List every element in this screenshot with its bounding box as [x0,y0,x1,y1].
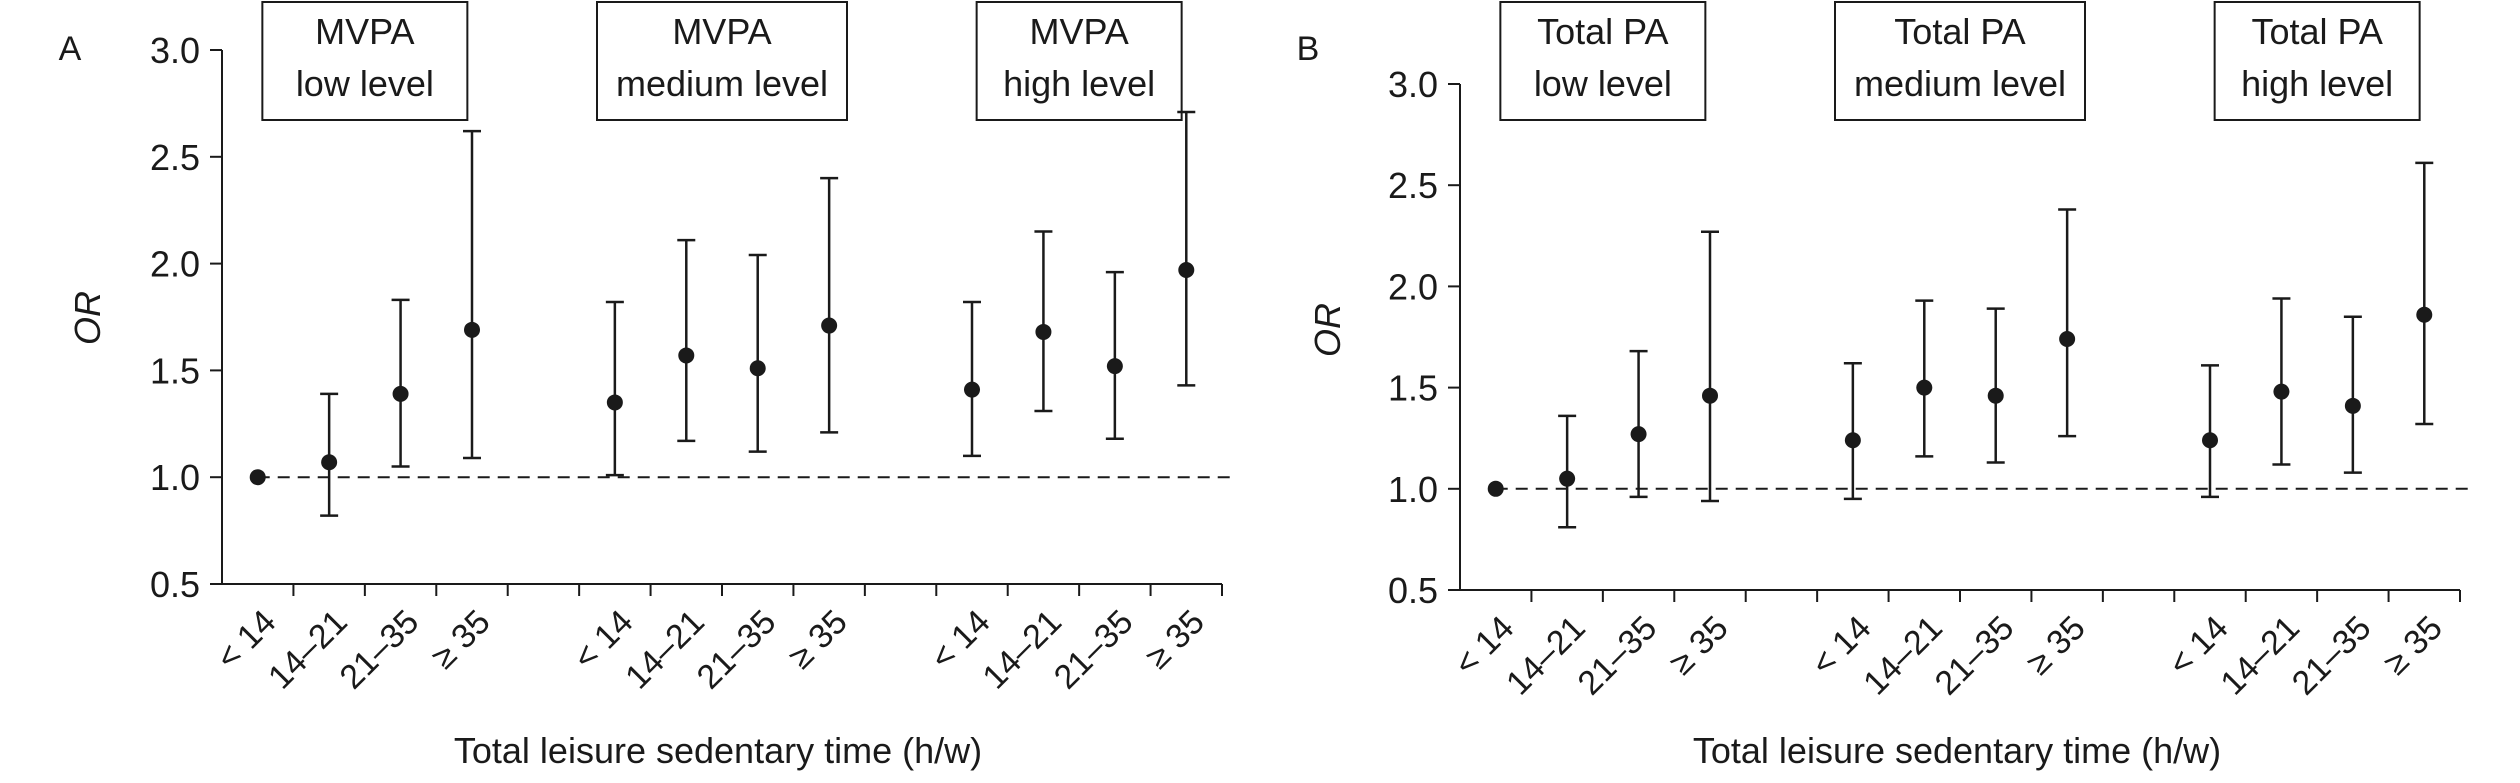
data-point [2273,383,2290,400]
x-tick-label: ≥ 35 [781,603,854,676]
x-tick-label: 21–35 [1047,603,1141,697]
group-label-line: low level [296,63,434,104]
group-label-line: Total PA [1894,11,2025,52]
group-label-box [596,1,848,121]
data-point [606,394,623,411]
data-point [964,381,980,398]
group-label-line: Total PA [2251,11,2382,52]
group-label-box [2213,1,2421,121]
group-label-line: medium level [1854,63,2066,104]
x-tick-label: ≥ 35 [1138,603,1211,676]
x-tick-label: ≥ 35 [2019,609,2092,682]
data-point [2344,397,2361,414]
group-label-line: high level [2241,63,2393,104]
data-point [1630,426,1647,443]
y-axis-label: OR [67,291,108,345]
x-axis-label: Total leisure sedentary time (h/w) [454,730,982,771]
y-tick-label: 2.5 [1388,165,1438,206]
data-point [1106,358,1123,375]
x-tick-label: 21–35 [690,603,784,697]
x-axis-label: Total leisure sedentary time (h/w) [1693,730,2221,771]
x-tick-label: 14–21 [618,603,712,697]
y-tick-label: 1.5 [150,350,200,391]
data-point [1559,470,1576,487]
group-label-line: low level [1534,63,1672,104]
y-tick-label: 3.0 [1388,64,1438,105]
data-point [321,454,338,471]
data-point [1178,262,1195,279]
group-label-line: MVPA [1029,11,1128,52]
y-tick-label: 2.0 [150,244,200,285]
group-label-line: MVPA [672,11,771,52]
x-tick-label: ≥ 35 [1662,609,1735,682]
data-point [2059,331,2076,348]
x-tick-label: ≥ 35 [2376,609,2449,682]
group-label-box [1834,1,2086,121]
x-tick-label: 14–21 [2213,609,2307,703]
data-point [2202,432,2218,449]
data-point [392,385,409,402]
data-point [464,321,480,338]
data-point [1702,387,1718,404]
x-tick-label: 14–21 [261,603,355,697]
x-tick-label: 14–21 [1856,609,1950,703]
y-tick-label: 2.5 [150,137,200,178]
y-axis-label: OR [1307,303,1348,357]
y-tick-label: 0.5 [1388,570,1438,611]
y-tick-label: 0.5 [150,564,200,605]
data-point [821,317,838,334]
group-label-line: medium level [616,63,828,104]
data-point [1035,323,1052,340]
x-tick-label: 21–35 [1928,609,2022,703]
x-tick-label: 14–21 [1499,609,1593,703]
data-point [678,347,695,364]
group-label-box [1499,1,1707,121]
data-point [1844,432,1861,449]
data-point [249,469,266,486]
y-tick-label: 3.0 [150,30,200,71]
data-point [2416,306,2433,323]
group-label-box [975,1,1183,121]
x-tick-label: 14–21 [975,603,1069,697]
group-label-box [261,1,469,121]
x-tick-label: ≥ 35 [424,603,497,676]
panel-letter: B [1297,30,1320,68]
data-point [749,360,766,377]
data-point [1987,387,2004,404]
x-tick-label: 21–35 [1571,609,1665,703]
y-tick-label: 1.5 [1388,368,1438,409]
y-tick-label: 2.0 [1388,266,1438,307]
y-tick-label: 1.0 [150,457,200,498]
x-tick-label: 21–35 [333,603,427,697]
group-label-line: MVPA [315,11,414,52]
data-point [1916,379,1933,396]
group-label-line: Total PA [1537,11,1668,52]
group-label-line: high level [1003,63,1155,104]
panel-letter: A [59,30,82,68]
data-point [1487,480,1504,497]
x-tick-label: 21–35 [2285,609,2379,703]
y-tick-label: 1.0 [1388,469,1438,510]
